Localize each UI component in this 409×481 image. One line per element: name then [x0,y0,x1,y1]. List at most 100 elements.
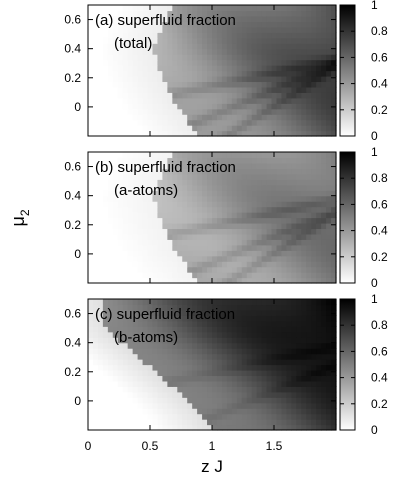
heatmap-cell [182,92,188,99]
heatmap-cell [172,364,178,371]
heatmap-cell [236,21,243,28]
heatmap-cell [281,173,287,180]
heatmap-cell [276,413,283,420]
heatmap-cell [137,152,144,159]
heatmap-cell [256,228,263,235]
heatmap-cell [117,309,124,316]
heatmap-cell [182,65,188,72]
heatmap-cell [321,408,327,415]
heatmap-cell [306,206,312,213]
heatmap-cell [311,65,317,72]
heatmap-cell [122,65,129,72]
heatmap-cell [177,408,183,415]
heatmap-cell [157,15,163,22]
heatmap-cell [231,266,238,273]
heatmap-cell [212,402,218,409]
heatmap-cell [102,348,109,355]
heatmap-cell [236,375,243,382]
heatmap-cell [122,168,129,175]
heatmap-cell [311,315,317,322]
heatmap-cell [271,157,278,164]
heatmap-cell [177,26,183,33]
heatmap-cell [281,108,287,115]
heatmap-cell [221,375,228,382]
heatmap-cell [182,309,188,316]
heatmap-cell [167,184,173,191]
heatmap-cell [261,168,268,175]
heatmap-cell [216,348,223,355]
heatmap-cell [316,369,322,377]
heatmap-cell [137,206,144,213]
heatmap-cell [296,59,302,66]
heatmap-cell [187,81,193,88]
heatmap-cell [207,222,213,230]
heatmap-cell [246,125,253,132]
heatmap-cell [192,190,198,197]
heatmap-cell [321,369,327,377]
heatmap-cell [216,364,223,371]
heatmap-cell [157,108,163,115]
heatmap-cell [286,152,292,159]
heatmap-cell [326,342,332,349]
heatmap-cell [162,26,168,33]
heatmap-cell [256,233,263,240]
heatmap-cell [236,272,243,279]
heatmap-cell [321,337,327,344]
heatmap-cell [321,70,327,77]
heatmap-cell [102,315,109,322]
heatmap-cell [306,70,312,77]
heatmap-cell [301,391,307,398]
heatmap-cell [331,217,337,224]
heatmap-cell [286,43,292,50]
heatmap-cell [142,217,149,224]
heatmap-cell [157,364,163,371]
heatmap-cell [132,255,139,262]
heatmap-cell [231,261,238,268]
y-tick-label: 0.2 [64,218,81,232]
heatmap-cell [241,70,248,77]
heatmap-cell [296,75,302,83]
heatmap-cell [256,54,263,61]
heatmap-cell [276,32,283,39]
heatmap-cell [231,206,238,213]
heatmap-cell [152,92,159,99]
heatmap-cell [187,364,193,371]
heatmap-cell [212,331,218,338]
heatmap-cell [137,255,144,262]
heatmap-cell [231,108,238,115]
heatmap-cell [226,424,233,431]
heatmap-cell [331,157,337,164]
heatmap-cell [212,26,218,33]
heatmap-cell [172,419,178,426]
heatmap-cell [231,250,238,257]
heatmap-cell [112,326,119,333]
heatmap-cell [226,348,233,355]
heatmap-cell [226,119,233,126]
heatmap-cell [132,157,139,164]
heatmap-cell [88,342,94,349]
heatmap-cell [152,157,159,164]
heatmap-cell [142,402,149,409]
heatmap-cell [256,114,263,121]
heatmap-cell [197,277,203,284]
heatmap-cell [122,353,129,360]
heatmap-cell [251,304,258,311]
heatmap-cell [276,369,283,377]
heatmap-cell [236,37,243,44]
heatmap-cell [331,201,337,208]
heatmap-cell [127,348,134,355]
heatmap-cell [301,413,307,420]
heatmap-cell [306,408,312,415]
heatmap-cell [261,37,268,44]
heatmap-cell [122,244,129,251]
heatmap-cell [331,119,337,126]
heatmap-cell [286,331,292,338]
heatmap-cell [127,239,134,246]
heatmap-cell [172,342,178,349]
colorbar-tick-label: 0 [371,129,378,143]
heatmap-cell [326,375,332,382]
heatmap-cell [266,419,273,426]
heatmap-cell [266,369,273,377]
heatmap-cell [152,261,159,268]
heatmap-cell [137,108,144,115]
